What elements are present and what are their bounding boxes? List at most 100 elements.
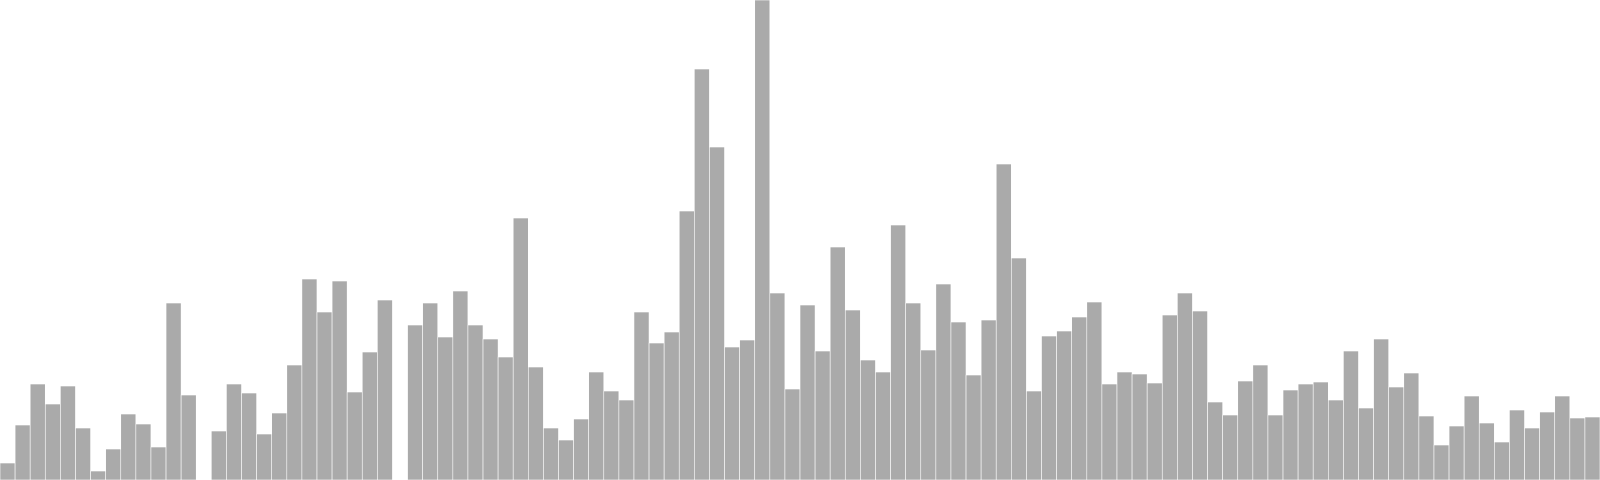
bar <box>709 146 725 480</box>
bar <box>1554 395 1571 480</box>
bar <box>784 388 801 480</box>
bar <box>1177 292 1193 480</box>
bar <box>1222 414 1239 480</box>
bar <box>135 423 152 480</box>
bar <box>1448 425 1465 480</box>
bar <box>1116 371 1133 480</box>
bar <box>527 366 544 480</box>
bar <box>1101 383 1118 480</box>
bar <box>1086 301 1103 480</box>
bar <box>860 359 876 480</box>
bar <box>920 349 937 480</box>
bar <box>180 394 197 480</box>
bar <box>105 448 122 480</box>
bar <box>844 309 861 480</box>
bar <box>256 433 272 480</box>
bar <box>301 278 318 480</box>
bar <box>1207 401 1223 480</box>
bar <box>1373 338 1389 480</box>
bar <box>950 321 967 480</box>
bar <box>935 283 952 480</box>
bar <box>497 356 514 480</box>
bar <box>1252 364 1269 480</box>
bar <box>1584 416 1600 480</box>
bar <box>890 224 906 480</box>
bar <box>1418 415 1435 480</box>
bar <box>165 302 182 480</box>
bar <box>694 68 710 480</box>
bar <box>120 413 137 480</box>
bar <box>60 385 76 480</box>
bar <box>1463 395 1480 480</box>
bar <box>1267 414 1284 480</box>
bar <box>678 210 695 480</box>
bar <box>29 383 46 480</box>
bar <box>588 371 605 480</box>
bar <box>648 342 665 480</box>
bar <box>995 163 1012 480</box>
bar <box>1161 314 1178 480</box>
bar <box>1297 383 1314 480</box>
bar <box>1146 382 1163 480</box>
bar <box>512 217 529 480</box>
bar <box>482 338 499 480</box>
bar <box>905 302 922 480</box>
bar <box>467 324 484 480</box>
bar <box>769 292 786 480</box>
bar <box>965 374 982 480</box>
bar <box>361 351 378 480</box>
bar <box>1358 407 1374 480</box>
bar <box>1056 330 1072 480</box>
bar <box>271 412 288 480</box>
bar <box>422 302 439 480</box>
bar <box>573 418 589 480</box>
bar <box>1026 390 1042 480</box>
bar <box>558 439 574 480</box>
bar <box>1131 373 1148 480</box>
bar <box>1433 444 1450 480</box>
bar <box>150 446 167 480</box>
bar <box>90 470 106 480</box>
bar <box>1388 386 1405 480</box>
bar <box>799 304 816 480</box>
bar <box>829 246 846 480</box>
bar <box>1509 409 1525 480</box>
bar <box>1071 316 1088 480</box>
bar <box>1192 310 1208 480</box>
bar <box>618 399 635 480</box>
bar <box>1237 380 1254 480</box>
bar <box>226 383 242 480</box>
bar <box>543 427 559 480</box>
bar <box>1539 411 1556 480</box>
bar <box>1524 427 1540 480</box>
bar <box>346 391 363 480</box>
bar <box>754 0 771 480</box>
bar <box>663 331 680 480</box>
bar <box>0 462 16 480</box>
bar <box>1494 441 1510 480</box>
bar <box>44 403 61 480</box>
bar <box>316 311 333 480</box>
bar <box>1478 422 1495 480</box>
bar <box>407 324 423 480</box>
bar <box>1312 381 1329 480</box>
bar <box>633 311 650 480</box>
bar <box>331 280 348 480</box>
bar <box>14 424 31 480</box>
bar <box>1343 350 1359 480</box>
bar <box>377 299 393 480</box>
bar <box>603 390 620 480</box>
bar <box>1569 417 1586 480</box>
bar <box>980 319 997 480</box>
bar <box>1328 399 1344 480</box>
bar <box>211 430 227 480</box>
bar <box>724 346 740 480</box>
bar <box>875 371 891 480</box>
bar <box>241 392 257 480</box>
bar <box>286 364 303 480</box>
bar <box>1282 389 1299 480</box>
bar <box>452 290 469 480</box>
bar <box>814 350 831 480</box>
